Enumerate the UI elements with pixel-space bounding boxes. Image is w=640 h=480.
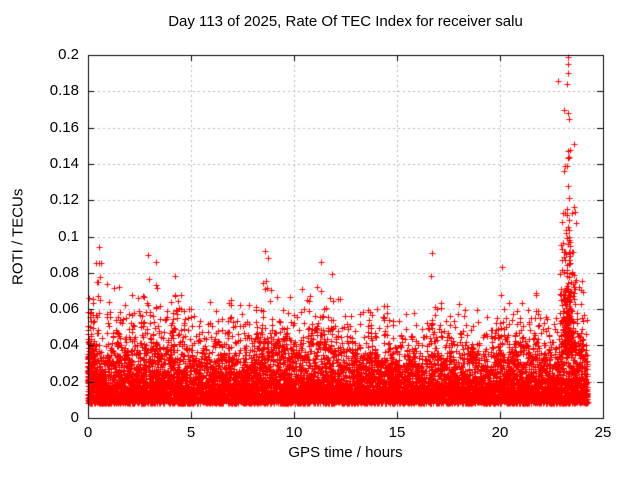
y-tick-label: 0.1 <box>58 227 79 245</box>
y-tick-label: 0.14 <box>49 154 79 172</box>
x-axis-label: GPS time / hours <box>288 444 403 461</box>
y-tick-label: 0.02 <box>49 372 79 390</box>
y-tick-label: 0.12 <box>49 191 79 209</box>
x-tick-label: 15 <box>388 424 406 441</box>
x-tick-label: 0 <box>83 424 93 441</box>
y-tick-label: 0.16 <box>49 118 79 136</box>
y-tick-label: 0 <box>70 409 79 426</box>
x-tick-label: 25 <box>594 424 612 441</box>
y-tick-label: 0.08 <box>49 263 79 281</box>
x-tick-label: 20 <box>491 424 509 441</box>
chart-title: Day 113 of 2025, Rate Of TEC Index for r… <box>168 13 523 30</box>
x-tick-label: 5 <box>186 424 196 441</box>
y-tick-label: 0.18 <box>49 82 79 100</box>
x-tick-label: 10 <box>285 424 303 441</box>
y-tick-label: 0.04 <box>49 336 79 354</box>
y-tick-label: 0.2 <box>58 46 79 63</box>
y-tick-label: 0.06 <box>49 300 79 318</box>
